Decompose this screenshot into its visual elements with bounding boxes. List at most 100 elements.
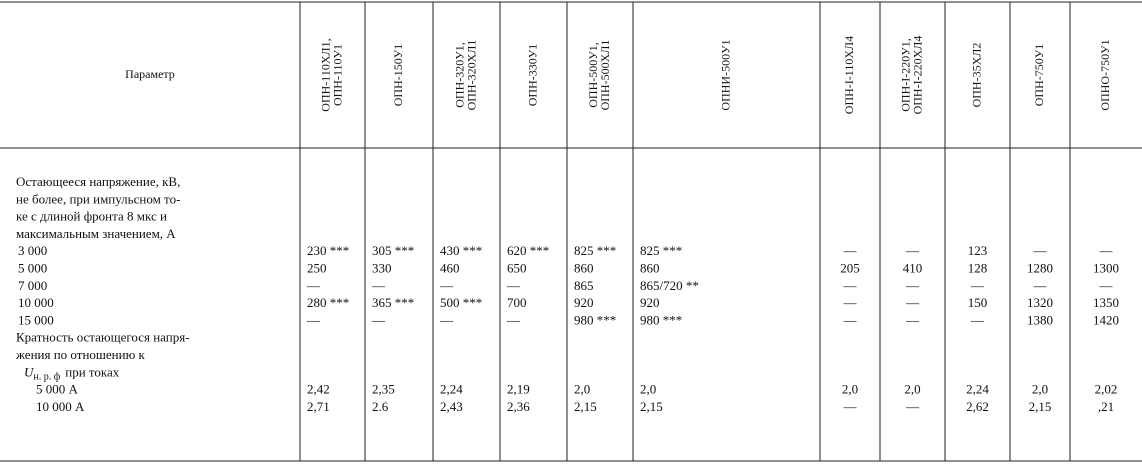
cell-value: — xyxy=(1033,278,1048,293)
cell-value: — xyxy=(371,278,386,293)
cell-value: — xyxy=(439,278,454,293)
row-param: 7 000 xyxy=(18,278,47,293)
cell-value: 825 *** xyxy=(574,243,616,258)
cell-value: 2,15 xyxy=(640,399,663,414)
row-param: Остающееся напряжение, кВ, xyxy=(16,174,180,189)
cell-value: 305 *** xyxy=(372,243,414,258)
header-param: Параметр xyxy=(125,67,175,81)
cell-value: 1300 xyxy=(1093,260,1119,275)
row-formula: Uн. р. ф при токах xyxy=(24,364,120,382)
cell-value: 2.6 xyxy=(372,399,389,414)
cell-value: — xyxy=(439,312,454,327)
cell-value: ,21 xyxy=(1098,399,1114,414)
cell-value: 365 *** xyxy=(372,295,414,310)
cell-value: 123 xyxy=(968,243,988,258)
row-param: не более, при импульсном то- xyxy=(16,191,180,206)
cell-value: 920 xyxy=(640,295,660,310)
row-param: 5 000 xyxy=(18,260,47,275)
cell-value: — xyxy=(905,312,920,327)
cell-value: 205 xyxy=(840,260,860,275)
cell-value: 230 *** xyxy=(307,243,349,258)
cell-value: 650 xyxy=(507,260,527,275)
cell-value: — xyxy=(843,243,858,258)
cell-value: — xyxy=(506,312,521,327)
cell-value: — xyxy=(843,295,858,310)
cell-value: 2,24 xyxy=(440,382,463,397)
cell-value: 825 *** xyxy=(640,243,682,258)
column-header: ОПН-150У1 xyxy=(391,44,405,107)
cell-value: — xyxy=(843,399,858,414)
column-header: ОПНО-750У1 xyxy=(1098,39,1112,110)
cell-value: 860 xyxy=(640,260,660,275)
formula-text: при токах xyxy=(65,364,120,379)
cell-value: — xyxy=(506,278,521,293)
column-header: ОПН-330У1 xyxy=(525,44,539,107)
cell-value: 1320 xyxy=(1027,295,1053,310)
cell-value: — xyxy=(905,243,920,258)
cell-value: 2,0 xyxy=(1032,382,1048,397)
cell-value: 2,15 xyxy=(574,399,597,414)
column-header: ОПН-35ХЛ2 xyxy=(969,43,983,108)
cell-value: 700 xyxy=(507,295,527,310)
cell-value: — xyxy=(905,399,920,414)
cell-value: — xyxy=(1099,243,1114,258)
cell-value: 2,15 xyxy=(1029,399,1052,414)
cell-value: 2,0 xyxy=(842,382,858,397)
column-header: ОПН-750У1 xyxy=(1032,44,1046,107)
cell-value: 410 xyxy=(903,260,923,275)
cell-value: 2,24 xyxy=(966,382,989,397)
row-param: ке с длиной фронта 8 мкс и xyxy=(16,209,167,224)
cell-value: 1280 xyxy=(1027,260,1053,275)
cell-value: 280 *** xyxy=(307,295,349,310)
row-param: Кратность остающегося напря- xyxy=(16,330,190,345)
cell-value: 2,0 xyxy=(904,382,920,397)
cell-value: — xyxy=(905,295,920,310)
column-header: ОПН-I-220У1, xyxy=(898,38,912,111)
cell-value: — xyxy=(306,278,321,293)
cell-value: — xyxy=(306,312,321,327)
cell-value: 920 xyxy=(574,295,594,310)
column-header: ОПН-I-220ХЛ4 xyxy=(910,36,924,115)
cell-value: 1380 xyxy=(1027,312,1053,327)
cell-value: — xyxy=(905,278,920,293)
cell-value: 460 xyxy=(440,260,460,275)
cell-value: 430 *** xyxy=(440,243,482,258)
cell-value: 2,62 xyxy=(966,399,989,414)
column-header: ОПН-500У1, xyxy=(586,42,600,108)
cell-value: 860 xyxy=(574,260,594,275)
row-param: 5 000 А xyxy=(36,382,79,397)
column-header: ОПН-320У1, xyxy=(452,42,466,108)
cell-value: — xyxy=(843,278,858,293)
cell-value: — xyxy=(970,278,985,293)
column-header: ОПНИ-500У1 xyxy=(718,39,732,110)
cell-value: 250 xyxy=(307,260,327,275)
cell-value: — xyxy=(970,312,985,327)
cell-value: 1420 xyxy=(1093,312,1119,327)
cell-value: 2,42 xyxy=(307,382,330,397)
cell-value: — xyxy=(371,312,386,327)
cell-value: 2,0 xyxy=(574,382,590,397)
cell-value: 2,19 xyxy=(507,382,530,397)
cell-value: 980 *** xyxy=(640,312,682,327)
cell-value: 2,43 xyxy=(440,399,463,414)
row-param: 3 000 xyxy=(18,243,47,258)
column-header: ОПН-110ХЛ1, xyxy=(318,38,332,111)
column-header: ОПН-320ХЛ1 xyxy=(464,40,478,111)
cell-value: 128 xyxy=(968,260,988,275)
cell-value: 620 *** xyxy=(507,243,549,258)
column-header: ОПН-500ХЛ1 xyxy=(598,40,612,111)
cell-value: 2,36 xyxy=(507,399,530,414)
column-header: ОПН-110У1 xyxy=(330,44,344,106)
row-param: жения по отношению к xyxy=(15,347,146,362)
cell-value: 2,71 xyxy=(307,399,330,414)
cell-value: 330 xyxy=(372,260,392,275)
cell-value: — xyxy=(1099,278,1114,293)
row-param: 10 000 xyxy=(18,295,54,310)
cell-value: 2,0 xyxy=(640,382,656,397)
cell-value: — xyxy=(1033,243,1048,258)
cell-value: 2,35 xyxy=(372,382,395,397)
column-header: ОПН-I-110ХЛ4 xyxy=(842,36,856,114)
row-param: 15 000 xyxy=(18,312,54,327)
formula-subscript: н. р. ф xyxy=(33,372,60,383)
